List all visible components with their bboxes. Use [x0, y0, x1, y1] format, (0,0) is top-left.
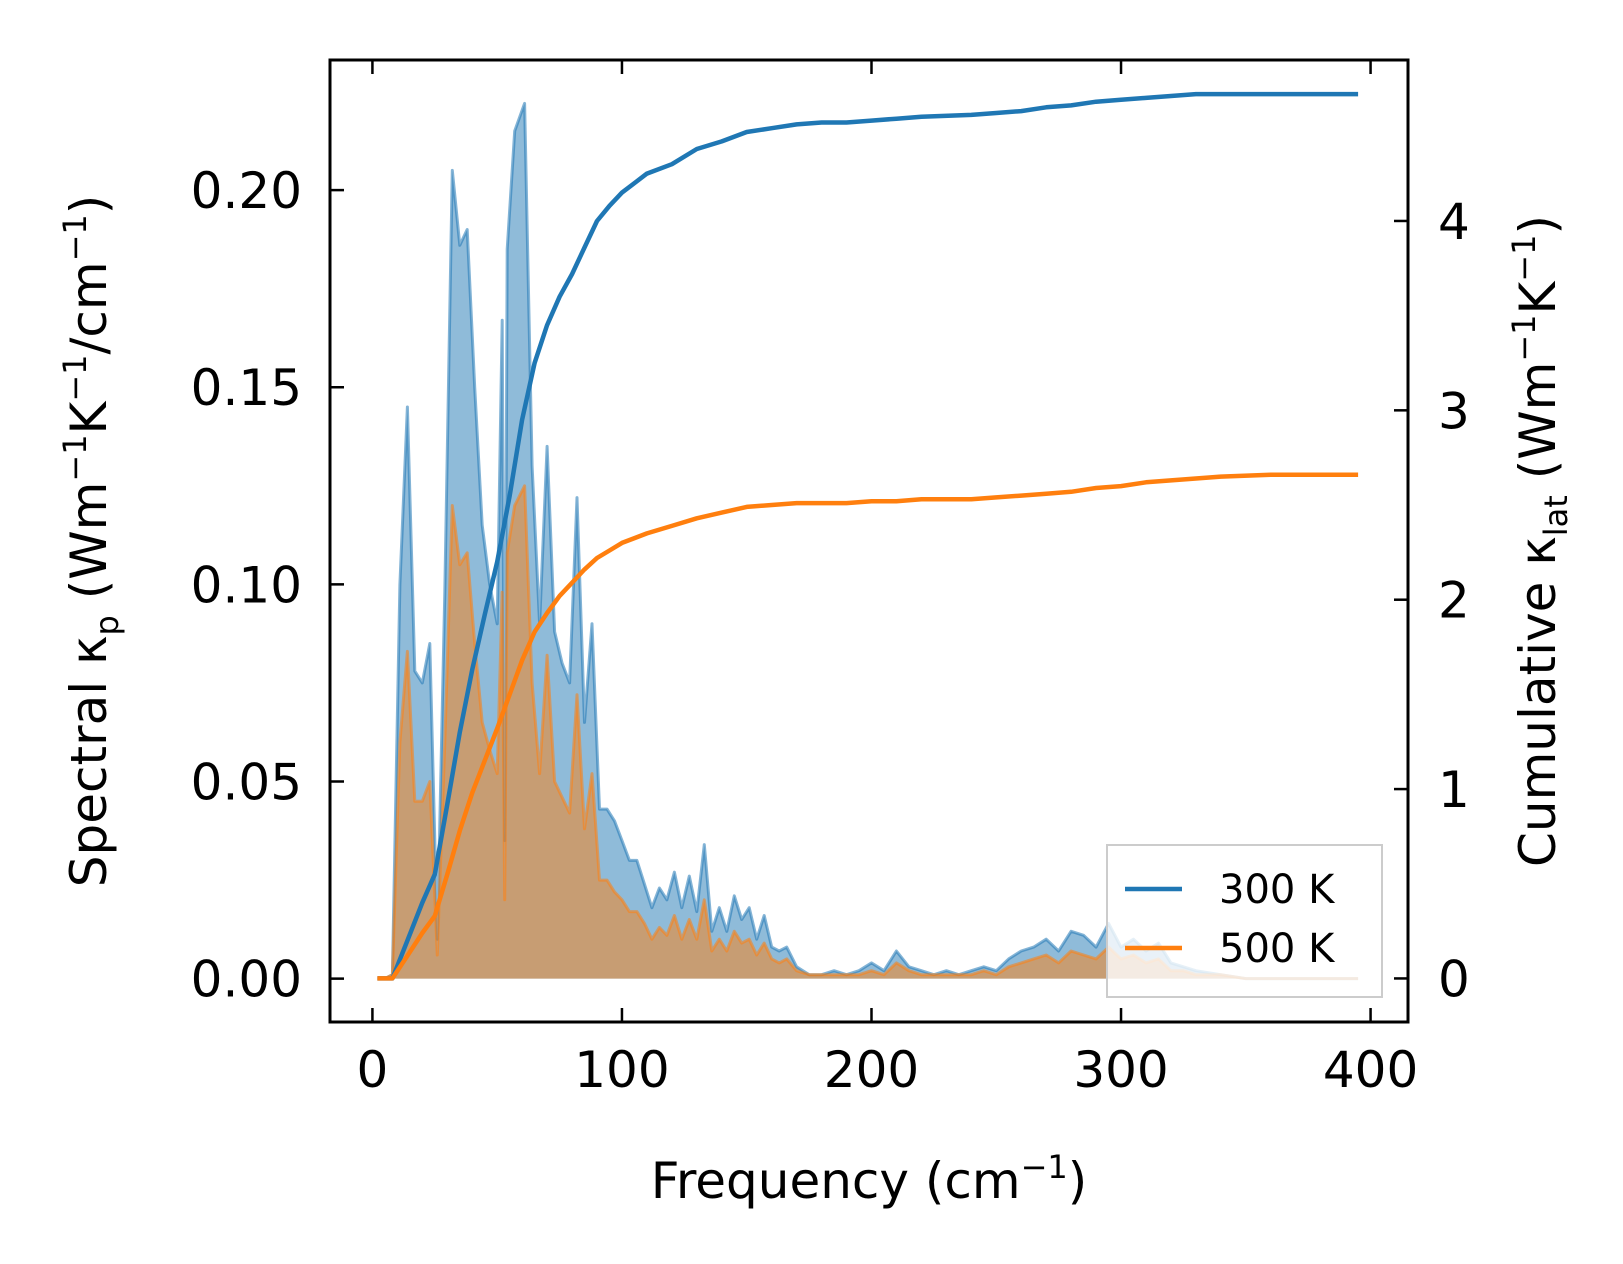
y-right-tick-label: 0	[1438, 950, 1470, 1008]
y-axis-right-label: Cumulative κlat (Wm−1K−1)	[1505, 215, 1575, 867]
x-tick-label: 100	[574, 1041, 669, 1099]
y-left-tick-label: 0.20	[191, 162, 302, 220]
cumulative-line-300k	[377, 91, 1359, 981]
x-tick-label: 400	[1323, 1041, 1418, 1099]
y-right-tick-label: 2	[1438, 572, 1470, 630]
x-tick-label: 300	[1073, 1041, 1168, 1099]
y-axis-left-label: Spectral κp (Wm−1K−1/cm−1)	[56, 195, 126, 888]
x-axis-label: Frequency (cm−1)	[651, 1148, 1088, 1210]
legend-label-500k: 500 K	[1219, 926, 1336, 972]
cumulative-lines	[377, 91, 1359, 981]
y-left-tick-label: 0.00	[191, 951, 302, 1009]
y-left-tick-label: 0.05	[191, 754, 302, 812]
y-right-tick-label: 1	[1438, 761, 1470, 819]
spectral-area-500k	[377, 485, 1359, 979]
legend: 300 K 500 K	[1106, 844, 1383, 998]
y-right-tick-label: 4	[1438, 193, 1470, 251]
y-left-tick-label: 0.15	[191, 359, 302, 417]
plot-frame	[328, 58, 1410, 1024]
legend-box	[1106, 844, 1383, 998]
axis-ticks: 0 100 200 300 400 0.00 0.05 0.10 0.15 0.20 0 1 2 3 4	[191, 60, 1470, 1099]
spectral-line-500k	[377, 484, 1359, 981]
y-right-tick-label: 3	[1438, 382, 1470, 440]
cumulative-line-500k	[377, 472, 1359, 981]
spectral-line-300k	[377, 101, 1359, 981]
x-tick-label: 0	[357, 1041, 389, 1099]
x-tick-label: 200	[824, 1041, 919, 1099]
spectral-fills	[377, 101, 1359, 981]
legend-label-300k: 300 K	[1219, 867, 1336, 913]
y-left-tick-label: 0.10	[191, 556, 302, 614]
